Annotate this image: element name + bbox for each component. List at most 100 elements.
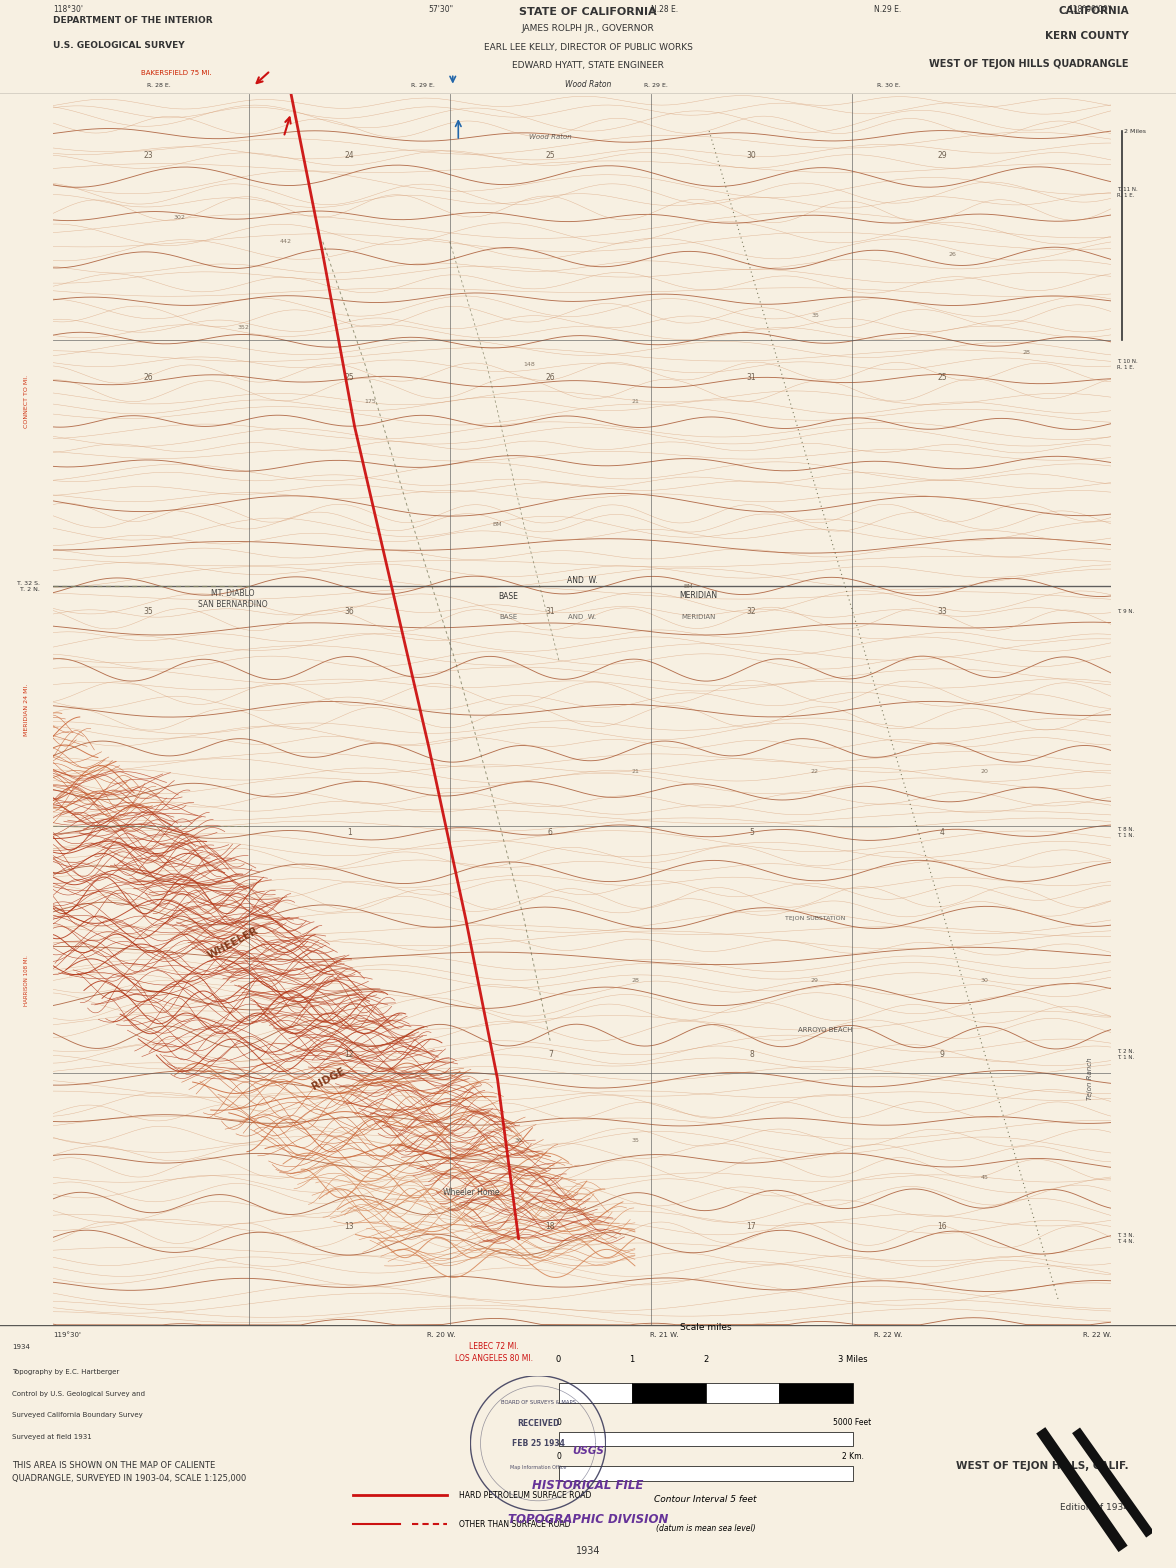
Text: 442: 442 [280,240,292,245]
Text: 24: 24 [345,151,354,160]
Text: Wheeler Home: Wheeler Home [442,1187,500,1196]
Text: 148: 148 [523,362,535,367]
Text: 5000 Feet: 5000 Feet [834,1417,871,1427]
Text: Surveyed California Boundary Survey: Surveyed California Boundary Survey [12,1413,142,1419]
Text: TEJON SUBSTATION: TEJON SUBSTATION [784,916,846,922]
Text: 5: 5 [749,828,754,837]
Text: N.28 E.: N.28 E. [650,5,679,14]
Text: 31: 31 [747,373,756,381]
Text: WEST OF TEJON HILLS, CALIF.: WEST OF TEJON HILLS, CALIF. [956,1461,1129,1471]
Text: N.29 E.: N.29 E. [874,5,902,14]
Text: WEST OF TEJON HILLS QUADRANGLE: WEST OF TEJON HILLS QUADRANGLE [929,60,1129,69]
Text: 25: 25 [937,373,947,381]
Text: BAKERSFIELD 75 MI.: BAKERSFIELD 75 MI. [141,71,212,77]
Text: T. 9 N.: T. 9 N. [1116,608,1134,613]
Text: DEPARTMENT OF THE INTERIOR: DEPARTMENT OF THE INTERIOR [53,16,213,25]
Text: R. 21 W.: R. 21 W. [650,1333,679,1338]
Text: 35: 35 [143,607,153,616]
Text: 35: 35 [811,314,818,318]
Text: 2 Km.: 2 Km. [842,1452,863,1461]
Text: HISTORICAL FILE: HISTORICAL FILE [533,1479,643,1491]
Text: MERIDIAN: MERIDIAN [680,591,717,599]
Text: T. 32 S.
T. 2 N.: T. 32 S. T. 2 N. [18,582,40,591]
Text: 3 Miles: 3 Miles [837,1355,868,1364]
Text: T. 8 N.
T. 1 N.: T. 8 N. T. 1 N. [1116,828,1134,837]
Text: 57'30": 57'30" [428,5,454,14]
Text: Tejon Ranch: Tejon Ranch [1087,1057,1094,1101]
Text: 17: 17 [747,1221,756,1231]
Text: R. 22 W.: R. 22 W. [874,1333,902,1338]
Text: 118°00'00": 118°00'00" [1068,5,1111,14]
Text: T. 10 N.
R. 1 E.: T. 10 N. R. 1 E. [1116,359,1137,370]
Text: R. 30 E.: R. 30 E. [877,83,901,88]
Text: TOPOGRAPHIC DIVISION: TOPOGRAPHIC DIVISION [508,1513,668,1526]
Text: HARD PETROLEUM SURFACE ROAD: HARD PETROLEUM SURFACE ROAD [459,1491,592,1499]
Text: Edition of 1934: Edition of 1934 [1060,1502,1129,1512]
Text: T. 11 N.
R. 1 E.: T. 11 N. R. 1 E. [1116,187,1137,198]
Text: 20: 20 [981,768,988,773]
Text: BASE: BASE [499,615,517,621]
Bar [779,1383,853,1403]
Text: 8: 8 [749,1049,754,1058]
Bar [559,1383,633,1403]
Text: (datum is mean sea level): (datum is mean sea level) [656,1524,755,1534]
Text: 0: 0 [556,1452,561,1461]
Text: U.S. GEOLOGICAL SURVEY: U.S. GEOLOGICAL SURVEY [53,41,185,50]
Text: 26: 26 [143,373,153,381]
Text: WHEELER: WHEELER [206,925,260,961]
Text: MERIDIAN 24 MI.: MERIDIAN 24 MI. [24,684,29,735]
Text: BM: BM [493,522,502,527]
Text: 22: 22 [811,768,818,773]
Text: BASE: BASE [499,591,517,601]
Text: 1: 1 [629,1355,635,1364]
Text: 4: 4 [940,828,944,837]
Text: R. 22 W.: R. 22 W. [1083,1333,1111,1338]
Text: 1: 1 [347,828,352,837]
Text: R. 28 E.: R. 28 E. [147,83,171,88]
Text: 1934: 1934 [12,1344,29,1350]
Text: RECEIVED: RECEIVED [516,1419,560,1427]
Text: 0: 0 [556,1355,561,1364]
Text: MERIDIAN: MERIDIAN [681,615,716,621]
Text: EARL LEE KELLY, DIRECTOR OF PUBLIC WORKS: EARL LEE KELLY, DIRECTOR OF PUBLIC WORKS [483,42,693,52]
Text: 26: 26 [546,373,555,381]
Text: AND  W.: AND W. [567,575,597,585]
Bar [633,1383,706,1403]
Text: BM: BM [683,583,693,590]
Text: 30: 30 [981,978,988,983]
Text: 12: 12 [345,1049,354,1058]
Text: THIS AREA IS SHOWN ON THE MAP OF CALIENTE
QUADRANGLE, SURVEYED IN 1903-04, SCALE: THIS AREA IS SHOWN ON THE MAP OF CALIENT… [12,1461,246,1483]
Text: 16: 16 [937,1221,947,1231]
Text: 26: 26 [949,251,956,257]
Text: OTHER THAN SURFACE ROAD: OTHER THAN SURFACE ROAD [459,1519,570,1529]
Text: Contour Interval 5 feet: Contour Interval 5 feet [654,1496,757,1504]
Text: CONNECT TO MI.: CONNECT TO MI. [24,375,29,428]
Text: USGS: USGS [572,1446,604,1457]
Text: 352: 352 [238,326,249,331]
Text: Surveyed at field 1931: Surveyed at field 1931 [12,1435,92,1441]
Text: R. 29 E.: R. 29 E. [412,83,435,88]
Text: 175: 175 [365,400,376,405]
Bar [559,1432,853,1446]
Text: 25: 25 [345,373,354,381]
Text: 9: 9 [940,1049,944,1058]
Text: LEBEC 72 MI.
LOS ANGELES 80 MI.: LEBEC 72 MI. LOS ANGELES 80 MI. [455,1342,533,1363]
Text: EDWARD HYATT, STATE ENGINEER: EDWARD HYATT, STATE ENGINEER [512,61,664,71]
Text: 1934: 1934 [576,1546,600,1555]
Text: BOARD OF SURVEYS & MAPS: BOARD OF SURVEYS & MAPS [501,1400,575,1405]
Text: 118°30': 118°30' [53,5,83,14]
Text: STATE OF CALIFORNIA: STATE OF CALIFORNIA [519,6,657,17]
Text: T. 2 N.
T. 1 N.: T. 2 N. T. 1 N. [1116,1049,1134,1060]
Text: 18: 18 [546,1221,555,1231]
Text: 119°30': 119°30' [53,1333,81,1338]
Text: FEB 25 1934: FEB 25 1934 [512,1439,564,1447]
Text: Control by U.S. Geological Survey and: Control by U.S. Geological Survey and [12,1391,145,1397]
Text: R. 29 E.: R. 29 E. [644,83,668,88]
Bar [559,1466,853,1480]
Text: 23: 23 [143,151,153,160]
Text: Wood Raton: Wood Raton [529,135,572,140]
Text: 29: 29 [937,151,947,160]
Text: 2: 2 [703,1355,708,1364]
Text: JAMES ROLPH JR., GOVERNOR: JAMES ROLPH JR., GOVERNOR [522,24,654,33]
Text: 30: 30 [747,151,756,160]
